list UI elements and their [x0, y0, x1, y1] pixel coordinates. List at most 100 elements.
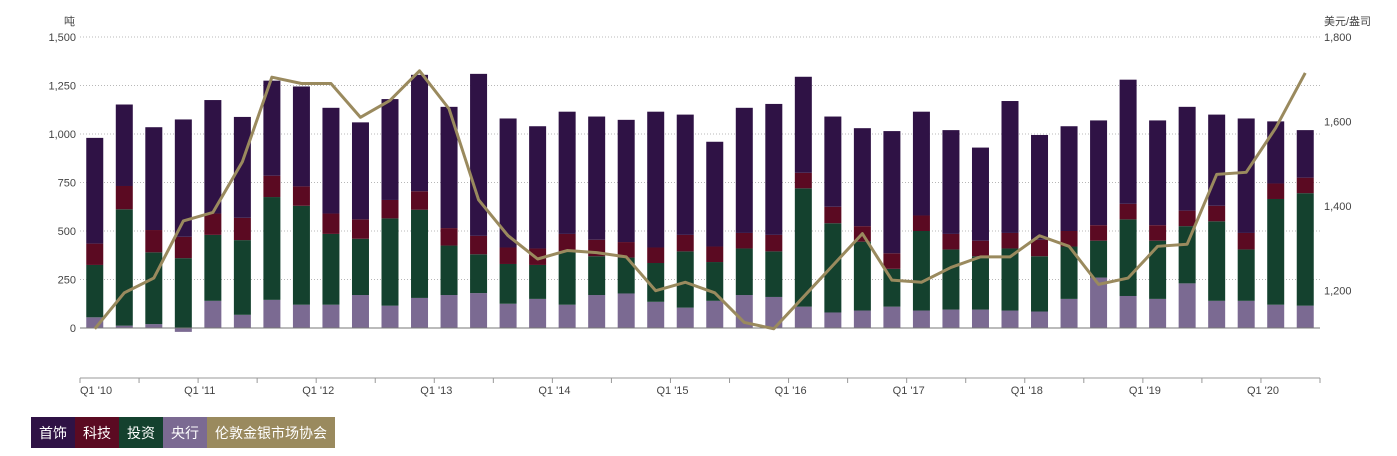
legend-item-central-banks[interactable]: 央行 — [163, 417, 207, 448]
bar-segment-investment[interactable] — [204, 234, 222, 301]
bar-segment-jewellery[interactable] — [588, 116, 606, 240]
bar-segment-central-banks[interactable] — [1267, 304, 1285, 328]
bar-segment-central-banks[interactable] — [617, 293, 635, 328]
bar-segment-investment[interactable] — [942, 249, 960, 310]
bar-segment-investment[interactable] — [115, 209, 133, 326]
bar-segment-technology[interactable] — [351, 219, 369, 239]
bar-segment-jewellery[interactable] — [1001, 101, 1019, 233]
bar-segment-technology[interactable] — [971, 240, 989, 257]
bar-segment-jewellery[interactable] — [174, 119, 192, 237]
bar-segment-investment[interactable] — [292, 205, 310, 305]
bar-segment-jewellery[interactable] — [381, 99, 399, 200]
bar-segment-investment[interactable] — [912, 231, 930, 311]
bar-segment-central-banks[interactable] — [381, 305, 399, 328]
bar-segment-investment[interactable] — [440, 245, 458, 296]
bar-segment-technology[interactable] — [1090, 225, 1108, 241]
bar-segment-central-banks[interactable] — [558, 304, 576, 328]
legend-item-lbma-price[interactable]: 伦敦金银市场协会 — [207, 417, 335, 448]
bar-segment-jewellery[interactable] — [942, 130, 960, 234]
bar-segment-jewellery[interactable] — [1296, 130, 1314, 178]
bar-segment-technology[interactable] — [440, 228, 458, 246]
bar-segment-central-banks[interactable] — [1296, 305, 1314, 328]
bar-segment-jewellery[interactable] — [558, 111, 576, 234]
bar-segment-technology[interactable] — [204, 213, 222, 235]
bar-segment-technology[interactable] — [942, 233, 960, 250]
bar-segment-technology[interactable] — [735, 232, 753, 249]
bar-segment-technology[interactable] — [883, 253, 901, 269]
bar-segment-investment[interactable] — [558, 251, 576, 305]
bar-segment-jewellery[interactable] — [647, 111, 665, 248]
bar-segment-central-banks[interactable] — [204, 300, 222, 328]
bar-segment-central-banks[interactable] — [529, 298, 547, 328]
bar-segment-technology[interactable] — [292, 186, 310, 206]
bar-segment-central-banks[interactable] — [322, 304, 340, 328]
bar-segment-investment[interactable] — [824, 223, 842, 313]
bar-segment-jewellery[interactable] — [1119, 79, 1137, 204]
bar-segment-central-banks[interactable] — [1178, 283, 1196, 328]
bar-segment-jewellery[interactable] — [765, 103, 783, 235]
bar-segment-investment[interactable] — [1178, 226, 1196, 284]
bar-segment-central-banks[interactable] — [292, 304, 310, 328]
bar-segment-jewellery[interactable] — [706, 141, 724, 247]
bar-segment-investment[interactable] — [735, 248, 753, 296]
bar-segment-central-banks[interactable] — [647, 301, 665, 328]
bar-segment-central-banks[interactable] — [824, 312, 842, 328]
bar-segment-investment[interactable] — [411, 209, 429, 298]
bar-segment-investment[interactable] — [351, 238, 369, 296]
bar-segment-technology[interactable] — [794, 172, 812, 189]
bar-segment-technology[interactable] — [322, 213, 340, 234]
bar-segment-technology[interactable] — [1119, 203, 1137, 220]
bar-segment-jewellery[interactable] — [1267, 121, 1285, 184]
bar-segment-investment[interactable] — [1237, 249, 1255, 301]
bar-segment-investment[interactable] — [794, 188, 812, 307]
bar-segment-central-banks[interactable] — [145, 324, 163, 328]
legend-item-jewellery[interactable]: 首饰 — [31, 417, 75, 448]
bar-segment-central-banks[interactable] — [470, 293, 488, 328]
bar-segment-technology[interactable] — [558, 233, 576, 252]
lbma-price-line[interactable] — [93, 69, 1307, 331]
legend-item-technology[interactable]: 科技 — [75, 417, 119, 448]
bar-segment-central-banks[interactable] — [86, 317, 104, 328]
bar-segment-central-banks[interactable] — [676, 307, 694, 328]
bar-segment-investment[interactable] — [706, 262, 724, 301]
bar-segment-central-banks[interactable] — [794, 306, 812, 328]
bar-segment-jewellery[interactable] — [1090, 120, 1108, 226]
bar-segment-investment[interactable] — [1296, 193, 1314, 306]
bar-segment-investment[interactable] — [588, 256, 606, 296]
bar-segment-jewellery[interactable] — [233, 116, 251, 218]
bar-segment-technology[interactable] — [174, 236, 192, 259]
bar-segment-technology[interactable] — [1178, 210, 1196, 227]
bar-segment-jewellery[interactable] — [440, 106, 458, 229]
bar-segment-central-banks[interactable] — [1119, 295, 1137, 328]
legend-item-investment[interactable]: 投资 — [119, 417, 163, 448]
bar-segment-investment[interactable] — [145, 252, 163, 325]
bar-segment-central-banks[interactable] — [1060, 298, 1078, 328]
bar-segment-technology[interactable] — [706, 246, 724, 263]
bar-segment-technology[interactable] — [676, 234, 694, 252]
bar-segment-jewellery[interactable] — [735, 107, 753, 233]
bar-segment-central-banks[interactable] — [1149, 298, 1167, 328]
bar-segment-investment[interactable] — [381, 218, 399, 306]
bar-segment-investment[interactable] — [853, 241, 871, 311]
bar-segment-jewellery[interactable] — [1060, 126, 1078, 231]
bar-segment-jewellery[interactable] — [794, 76, 812, 173]
bar-segment-jewellery[interactable] — [115, 104, 133, 186]
bar-segment-investment[interactable] — [263, 197, 281, 300]
bar-segment-investment[interactable] — [1060, 246, 1078, 299]
bar-segment-technology[interactable] — [1149, 225, 1167, 241]
bar-segment-central-banks[interactable] — [233, 314, 251, 328]
bar-segment-jewellery[interactable] — [292, 86, 310, 187]
bar-segment-investment[interactable] — [86, 264, 104, 318]
bar-segment-technology[interactable] — [529, 248, 547, 265]
bar-segment-investment[interactable] — [647, 263, 665, 302]
bar-segment-jewellery[interactable] — [1031, 134, 1049, 240]
bar-segment-investment[interactable] — [1149, 240, 1167, 299]
bar-segment-investment[interactable] — [499, 263, 517, 304]
bar-segment-technology[interactable] — [233, 217, 251, 241]
bar-segment-jewellery[interactable] — [1178, 106, 1196, 211]
bar-segment-technology[interactable] — [824, 206, 842, 224]
bar-segment-central-banks[interactable] — [351, 295, 369, 328]
bar-segment-investment[interactable] — [971, 256, 989, 310]
bar-segment-investment[interactable] — [1267, 198, 1285, 305]
bar-segment-investment[interactable] — [1001, 248, 1019, 311]
